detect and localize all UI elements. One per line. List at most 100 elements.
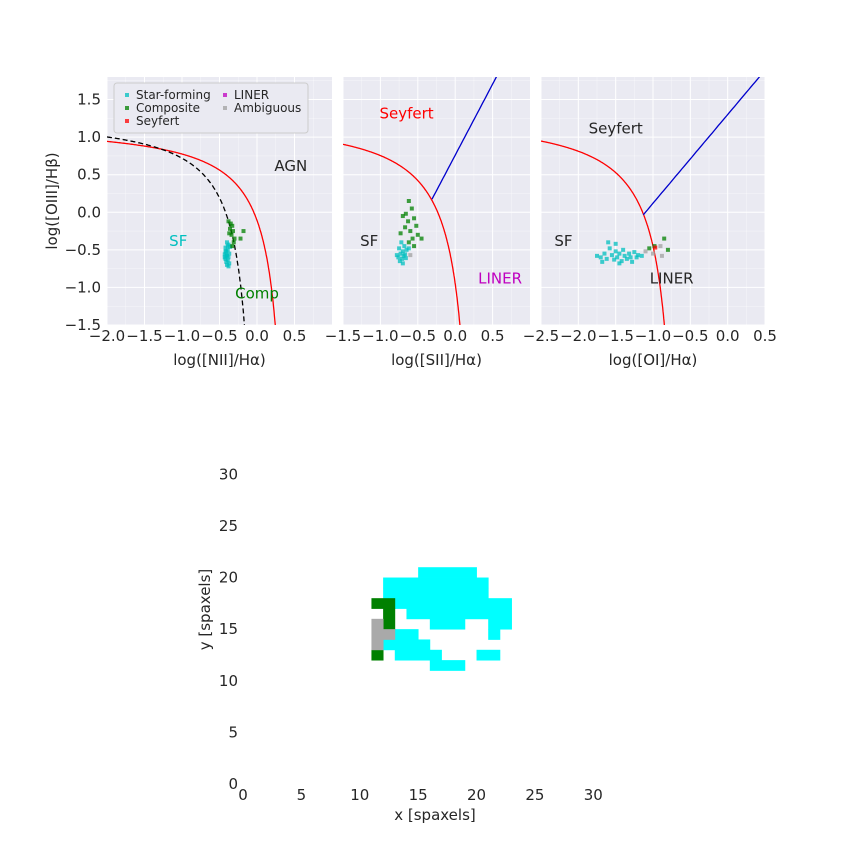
spaxel-star-forming (476, 649, 501, 661)
data-point (607, 246, 612, 251)
legend-entry: Seyfert (136, 114, 180, 128)
data-point (400, 249, 405, 254)
grid (342, 77, 530, 326)
y-tick-label: 20 (219, 569, 238, 587)
data-point (398, 231, 403, 236)
x-axis-label: log([OI]/Hα) (609, 351, 698, 369)
spaxel-star-forming (383, 639, 431, 651)
legend-swatch (223, 93, 227, 97)
y-tick-label: 1.5 (77, 91, 101, 109)
x-tick-label: 15 (409, 786, 428, 804)
series-composite (398, 199, 424, 249)
data-point (409, 206, 414, 211)
data-point (224, 259, 229, 264)
y-tick-label: 15 (219, 620, 238, 638)
data-point (406, 246, 411, 251)
x-tick-label: 20 (467, 786, 486, 804)
data-point (394, 253, 399, 258)
data-point (662, 236, 667, 241)
spaxel-star-forming (394, 649, 431, 661)
x-tick-label: −1.5 (597, 327, 633, 345)
data-point (408, 229, 413, 234)
data-point (227, 261, 232, 266)
data-point (665, 247, 670, 252)
legend-entry: Ambiguous (234, 101, 301, 115)
data-point (404, 247, 409, 252)
data-point (399, 240, 404, 245)
y-tick-label: 10 (219, 672, 238, 690)
data-point (622, 253, 627, 258)
data-point (402, 244, 407, 249)
data-point (639, 253, 644, 258)
x-tick-label: 5 (297, 786, 307, 804)
annotation-label: Comp (235, 285, 279, 303)
data-point (630, 259, 635, 264)
x-tick-label: −1.0 (635, 327, 671, 345)
data-point (628, 255, 633, 260)
y-tick-label: 30 (219, 465, 238, 483)
x-tick-label: 0.0 (245, 327, 269, 345)
y-tick-label: −0.5 (65, 241, 101, 259)
data-point (226, 264, 231, 269)
spaxel-star-forming (394, 598, 512, 609)
data-point (415, 232, 420, 237)
data-point (632, 250, 637, 255)
data-point (403, 225, 408, 230)
data-point (225, 240, 229, 245)
y-axis-label: log([OIII]/Hβ) (43, 152, 61, 249)
data-point (619, 259, 624, 264)
data-point (615, 255, 620, 260)
y-tick-label: 0.0 (77, 203, 101, 221)
data-point (403, 252, 408, 257)
annotation-label: Seyfert (379, 104, 433, 122)
data-point (230, 244, 235, 249)
data-point (412, 244, 417, 249)
x-tick-label: 10 (350, 786, 369, 804)
data-point (398, 251, 403, 256)
data-point (612, 257, 617, 262)
data-point (227, 251, 232, 256)
curve-kewley01_sii (343, 143, 461, 325)
x-tick-label: −0.5 (672, 327, 708, 345)
x-tick-label: 0.5 (753, 327, 777, 345)
data-point (598, 255, 603, 260)
legend-swatch (125, 93, 129, 97)
legend-box (113, 82, 309, 134)
legend-entry: Composite (136, 101, 200, 115)
curve-kauffmann03 (107, 136, 246, 325)
annotation-label: SF (169, 232, 187, 250)
series-composite (226, 219, 246, 249)
data-point (400, 214, 405, 219)
spaxel-composite (383, 608, 396, 630)
y-tick-label: 1.0 (77, 128, 101, 146)
data-point (231, 240, 236, 245)
data-point (396, 255, 401, 260)
annotation-label: SF (554, 232, 572, 250)
spaxel-star-forming (488, 629, 501, 640)
data-point (634, 255, 639, 260)
legend-entry: Star-forming (136, 88, 211, 102)
x-tick-label: −1.5 (325, 327, 361, 345)
spaxel-star-forming (383, 587, 489, 599)
data-point (228, 221, 233, 226)
legend-entry: LINER (234, 88, 269, 102)
legend-swatch (125, 106, 129, 110)
data-point (226, 219, 231, 224)
data-point (225, 244, 230, 249)
series-star-forming (222, 240, 232, 269)
data-point (227, 231, 232, 236)
series-star-forming (394, 240, 411, 266)
data-point (595, 253, 599, 258)
series-seyfert (653, 245, 658, 250)
annotation-label: AGN (274, 157, 307, 175)
data-point (238, 236, 243, 241)
curve-seyfert_liner_oi (642, 77, 761, 216)
spaxel-ambiguous (383, 629, 396, 640)
data-point (600, 259, 605, 264)
data-point (406, 199, 411, 203)
data-point (624, 256, 629, 261)
spaxel-star-forming (394, 629, 419, 640)
y-tick-label: 5 (228, 723, 238, 741)
series-star-forming (595, 240, 644, 266)
data-point (406, 240, 411, 245)
